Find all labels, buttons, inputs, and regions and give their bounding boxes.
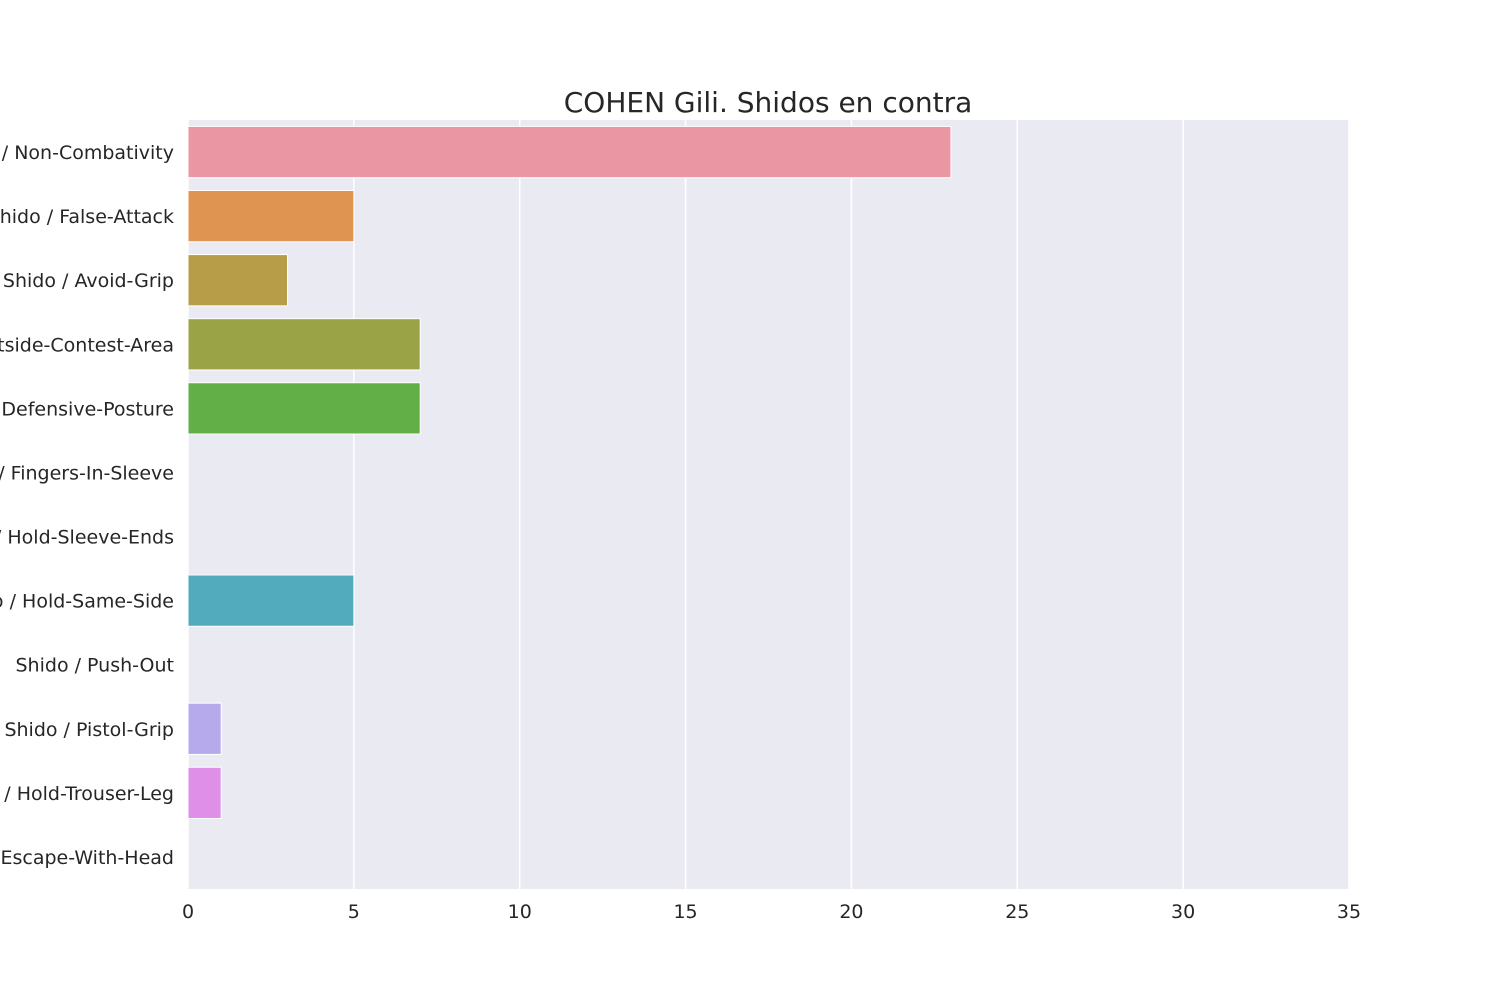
x-tick-label: 30: [1171, 901, 1195, 923]
bar: [187, 125, 952, 179]
x-tick-label: 10: [508, 901, 532, 923]
x-tick-label: 15: [673, 901, 697, 923]
bar: [187, 318, 421, 371]
y-tick-label: Shido / Escape-With-Head: [0, 847, 174, 869]
chart-title: COHEN Gili. Shidos en contra: [564, 86, 973, 119]
bar: [187, 189, 355, 243]
y-tick-label: Shido / Hold-Same-Side: [0, 591, 174, 613]
bar: [187, 254, 289, 307]
bar: [187, 766, 222, 820]
x-tick-label: 20: [839, 901, 863, 923]
x-tick-label: 0: [182, 901, 194, 923]
x-tick-label: 25: [1005, 901, 1029, 923]
bar: [187, 702, 222, 755]
y-tick-label: Shido / Fingers-In-Sleeve: [0, 462, 174, 484]
y-tick-label: Shido / Non-Combativity: [0, 142, 174, 164]
y-tick-label: Shido / Avoid-Grip: [3, 270, 174, 292]
y-axis-ticks: Shido / Non-Combativity Shido / False-Att…: [0, 142, 174, 869]
gridlines: [187, 120, 1350, 889]
x-tick-label: 35: [1337, 901, 1361, 923]
x-tick-label: 5: [348, 901, 360, 923]
bars: [187, 125, 952, 820]
bar: [187, 574, 355, 627]
y-tick-label: Shido / False-Attack: [0, 206, 174, 228]
y-tick-label: Shido / Pistol-Grip: [4, 719, 174, 741]
bar: [187, 382, 421, 435]
y-tick-label: Shido / Push-Out: [16, 655, 175, 677]
y-tick-label: Shido / Hold-Trouser-Leg: [0, 783, 174, 805]
x-axis-ticks: 0 5 10 15 20 25 30 35: [182, 901, 1361, 923]
y-tick-label: Shido / Hold-Sleeve-Ends: [0, 527, 174, 549]
y-tick-label: Shido / Defensive-Posture: [0, 398, 174, 420]
plot-background: [188, 120, 1349, 889]
y-tick-label: Shido / Outside-Contest-Area: [0, 334, 174, 356]
